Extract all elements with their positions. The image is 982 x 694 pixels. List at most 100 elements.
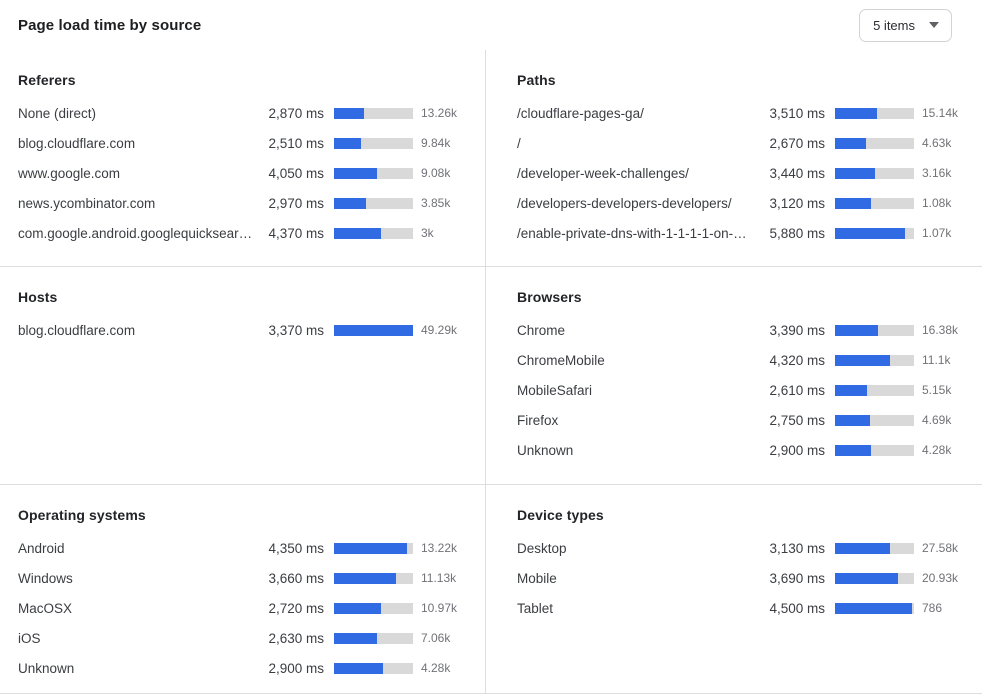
row-label: /cloudflare-pages-ga/: [517, 105, 644, 121]
row-load-time: 3,690 ms: [769, 570, 825, 586]
load-time-bar: [334, 572, 413, 584]
load-time-bar: [835, 197, 914, 209]
load-time-bar-fill: [835, 227, 905, 239]
load-time-bar: [334, 167, 413, 179]
panel-rows: Chrome 3,390 ms 16.38k ChromeMobile 4,320 ms…: [517, 315, 968, 465]
row-label: /developers-developers-developers/: [517, 195, 732, 211]
load-time-bar-fill: [334, 572, 396, 584]
metric-row[interactable]: Firefox 2,750 ms 4.69k: [517, 405, 968, 435]
row-load-time: 3,390 ms: [769, 322, 825, 338]
metric-row[interactable]: Chrome 3,390 ms 16.38k: [517, 315, 968, 345]
load-time-bar-fill: [835, 602, 913, 614]
metric-row[interactable]: Android 4,350 ms 13.22k: [18, 533, 467, 563]
panel-title: Referers: [18, 72, 76, 88]
row-load-time: 4,320 ms: [769, 352, 825, 368]
panel-rows: /cloudflare-pages-ga/3,510 ms 15.14k / 2,67…: [517, 98, 968, 248]
load-time-bar: [835, 227, 914, 239]
row-label: Unknown: [18, 660, 75, 676]
metric-row[interactable]: Mobile 3,690 ms 20.93k: [517, 563, 968, 593]
metric-row[interactable]: MacOSX 2,720 ms 10.97k: [18, 593, 467, 623]
load-time-bar-fill: [835, 444, 872, 456]
metric-row[interactable]: None (direct) 2,870 ms 13.26k: [18, 98, 467, 128]
load-time-bar: [334, 662, 413, 674]
load-time-bar: [835, 137, 914, 149]
row-load-time: 4,500 ms: [769, 600, 825, 616]
row-count: 1.07k: [922, 226, 952, 240]
load-time-bar: [835, 414, 914, 426]
metric-row[interactable]: Unknown 2,900 ms 4.28k: [18, 653, 467, 683]
row-count: 15.14k: [922, 106, 959, 120]
row-label: ChromeMobile: [517, 352, 605, 368]
panel-referers: Referers None (direct) 2,870 ms 13.26k blog…: [0, 50, 486, 267]
load-time-bar: [334, 227, 413, 239]
row-load-time: 4,050 ms: [268, 165, 324, 181]
row-load-time: 2,900 ms: [268, 660, 324, 676]
metric-row[interactable]: news.ycombinator.com 2,970 ms 3.85k: [18, 188, 467, 218]
load-time-bar-fill: [835, 167, 876, 179]
row-load-time: 4,370 ms: [268, 225, 324, 241]
metric-row[interactable]: MobileSafari 2,610 ms 5.15k: [517, 375, 968, 405]
load-time-bar: [334, 602, 413, 614]
row-label: MacOSX: [18, 600, 73, 616]
row-label: Windows: [18, 570, 73, 586]
panel-rows: Android 4,350 ms 13.22k Windows 3,660 ms 11.1…: [18, 533, 467, 683]
metric-row[interactable]: blog.cloudflare.com 2,510 ms 9.84k: [18, 128, 467, 158]
row-load-time: 2,970 ms: [268, 195, 324, 211]
load-time-bar: [334, 137, 413, 149]
metric-row[interactable]: Windows 3,660 ms 11.13k: [18, 563, 467, 593]
row-label: Mobile: [517, 570, 557, 586]
row-count: 27.58k: [922, 541, 959, 555]
row-label: Android: [18, 540, 65, 556]
panel-rows: Desktop 3,130 ms 27.58k Mobile 3,690 ms 20.93…: [517, 533, 968, 623]
load-time-bar-fill: [835, 197, 872, 209]
row-count: 16.38k: [922, 323, 959, 337]
items-count-value: 5 items: [873, 17, 915, 33]
panels-grid: Referers None (direct) 2,870 ms 13.26k blog…: [0, 50, 982, 693]
panel-rows: blog.cloudflare.com 3,370 ms 49.29k: [18, 315, 467, 345]
row-count: 11.13k: [421, 571, 457, 585]
panel-operating-systems: Operating systems Android 4,350 ms 13.22k W…: [0, 485, 486, 693]
metric-row[interactable]: /developers-developers-developers/3,120 …: [517, 188, 968, 218]
load-time-bar: [334, 107, 413, 119]
metric-row[interactable]: blog.cloudflare.com 3,370 ms 49.29k: [18, 315, 467, 345]
row-load-time: 2,610 ms: [769, 382, 825, 398]
panel-browsers: Browsers Chrome 3,390 ms 16.38k ChromeMobil…: [486, 267, 982, 485]
metric-row[interactable]: Desktop 3,130 ms 27.58k: [517, 533, 968, 563]
load-time-bar-fill: [334, 602, 381, 614]
metric-row[interactable]: /enable-private-dns-with-1-1-1-1-on-… 5,8…: [517, 218, 968, 248]
load-time-bar: [334, 632, 413, 644]
row-count: 1.08k: [922, 196, 952, 210]
row-count: 4.28k: [922, 443, 952, 457]
row-count: 3.16k: [922, 166, 952, 180]
load-time-bar: [334, 324, 413, 336]
row-load-time: 2,630 ms: [268, 630, 324, 646]
row-label: Chrome: [517, 322, 566, 338]
row-label: Tablet: [517, 600, 554, 616]
metric-row[interactable]: Unknown 2,900 ms 4.28k: [517, 435, 968, 465]
load-time-bar-fill: [334, 107, 365, 119]
metric-row[interactable]: / 2,670 ms 4.63k: [517, 128, 968, 158]
load-time-bar: [334, 197, 413, 209]
row-count: 3.85k: [421, 196, 451, 210]
metric-row[interactable]: Tablet 4,500 ms 786: [517, 593, 968, 623]
row-label: MobileSafari: [517, 382, 593, 398]
items-count-dropdown[interactable]: 5 items: [859, 8, 952, 42]
metric-row[interactable]: /developer-week-challenges/3,440 ms 3.16k: [517, 158, 968, 188]
load-time-bar: [334, 542, 413, 554]
row-load-time: 2,900 ms: [769, 442, 825, 458]
panel-title: Device types: [517, 507, 604, 523]
load-time-bar-fill: [334, 197, 366, 209]
metric-row[interactable]: /cloudflare-pages-ga/3,510 ms 15.14k: [517, 98, 968, 128]
row-count: 13.26k: [421, 106, 458, 120]
caret-down-icon: [929, 22, 939, 28]
load-time-bar: [835, 444, 914, 456]
metric-row[interactable]: ChromeMobile 4,320 ms 11.1k: [517, 345, 968, 375]
row-label: www.google.com: [18, 165, 121, 181]
metric-row[interactable]: www.google.com 4,050 ms 9.08k: [18, 158, 467, 188]
row-label: /enable-private-dns-with-1-1-1-1-on-…: [517, 225, 747, 241]
load-time-bar-fill: [334, 167, 377, 179]
row-load-time: 2,510 ms: [268, 135, 324, 151]
metric-row[interactable]: com.google.android.googlequicksearc… 4,37…: [18, 218, 467, 248]
metric-row[interactable]: iOS 2,630 ms 7.06k: [18, 623, 467, 653]
